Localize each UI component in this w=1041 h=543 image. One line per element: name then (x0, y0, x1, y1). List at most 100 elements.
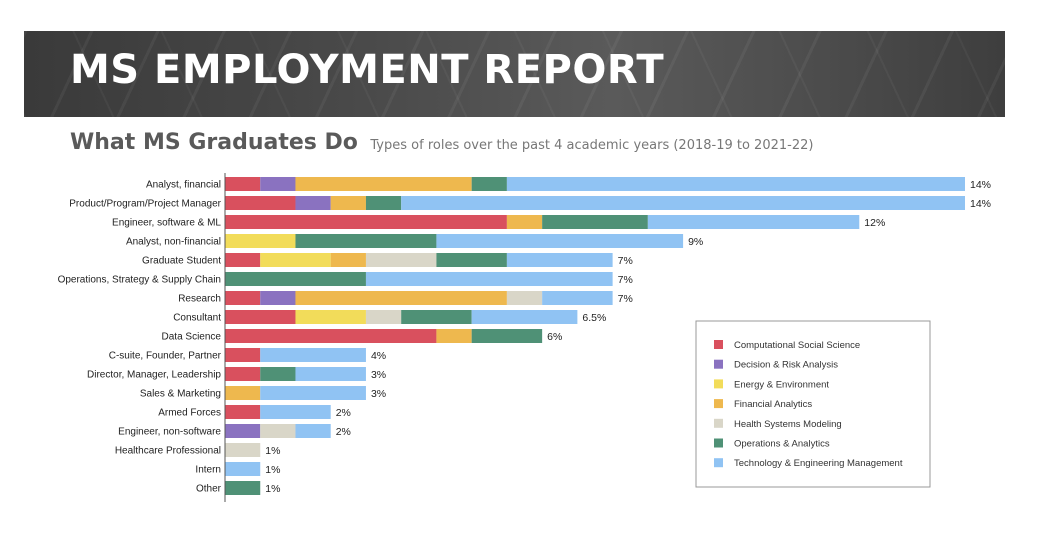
bar-segment-tem (506, 177, 965, 191)
bar-segment-css (225, 215, 507, 229)
category-label: Research (178, 294, 221, 305)
bar-segment-css (225, 367, 261, 381)
category-label: Consultant (173, 313, 221, 324)
chart-subtitle: Types of roles over the past 4 academic … (370, 138, 814, 153)
bar-segment-fa (295, 291, 507, 305)
bar-segment-tem (542, 291, 613, 305)
legend-label: Health Systems Modeling (734, 419, 842, 430)
bar-value-label: 1% (265, 445, 280, 457)
legend-swatch-css (714, 340, 723, 349)
legend-label: Operations & Analytics (734, 439, 830, 450)
bar-segment-tem (225, 462, 261, 476)
bar-segment-css (225, 310, 296, 324)
legend-box (695, 320, 931, 488)
bar-segment-css (225, 348, 261, 362)
category-label: Product/Program/Project Manager (69, 199, 221, 210)
bar-segment-tem (295, 367, 366, 381)
bar-value-label: 14% (970, 198, 991, 210)
category-label: Engineer, software & ML (112, 218, 221, 229)
bar-segment-oa (542, 215, 648, 229)
chart-title: What MS Graduates Do (70, 130, 358, 155)
bar-segment-ee (260, 253, 331, 267)
bar-segment-tem (260, 386, 366, 400)
category-label: Intern (195, 465, 221, 476)
category-label: Analyst, financial (146, 180, 221, 191)
category-label: C-suite, Founder, Partner (109, 351, 222, 362)
bar-segment-tem (471, 310, 578, 324)
bar-value-label: 12% (864, 217, 885, 229)
bar-value-label: 7% (618, 274, 633, 286)
bar-segment-hsm (365, 310, 402, 324)
bar-segment-fa (506, 215, 543, 229)
bar-segment-css (225, 291, 261, 305)
bar-value-label: 2% (336, 426, 351, 438)
legend-swatch-fa (714, 399, 723, 409)
bar-segment-css (225, 177, 261, 191)
bar-segment-fa (436, 329, 472, 343)
bar-segment-ee (225, 234, 296, 248)
bar-segment-tem (401, 196, 965, 210)
category-label: Director, Manager, Leadership (87, 370, 221, 381)
legend-label: Energy & Environment (734, 379, 829, 390)
chart-heading: What MS Graduates Do Types of roles over… (70, 130, 813, 155)
bar-value-label: 9% (688, 236, 703, 248)
bar-segment-hsm (506, 291, 543, 305)
legend-swatch-dra (714, 359, 723, 369)
bar-segment-hsm (225, 443, 261, 457)
bar-segment-oa (225, 272, 366, 286)
category-label: Graduate Student (142, 256, 221, 267)
bar-segment-oa (401, 310, 472, 324)
bar-segment-oa (225, 481, 261, 495)
bar-value-label: 4% (371, 350, 386, 362)
category-label: Analyst, non-financial (126, 237, 221, 248)
bar-segment-oa (260, 367, 296, 381)
legend-label: Technology & Engineering Management (734, 458, 903, 469)
bar-value-label: 14% (970, 179, 991, 191)
bar-segment-fa (330, 253, 366, 267)
legend-label: Financial Analytics (734, 399, 812, 410)
bar-segment-tem (260, 348, 366, 362)
category-label: Operations, Strategy & Supply Chain (58, 275, 221, 286)
bar-segment-css (225, 329, 437, 343)
bar-segment-css (225, 253, 261, 267)
bar-segment-dra (260, 177, 296, 191)
bar-segment-hsm (365, 253, 437, 267)
bar-value-label: 7% (618, 255, 633, 267)
category-label: Sales & Marketing (140, 389, 221, 400)
bar-segment-tem (365, 272, 613, 286)
bar-value-label: 1% (265, 483, 280, 495)
bar-value-label: 3% (371, 369, 386, 381)
category-label: Data Science (162, 332, 222, 343)
bar-value-label: 1% (265, 464, 280, 476)
bar-segment-tem (647, 215, 860, 229)
banner-title: MS EMPLOYMENT REPORT (70, 47, 665, 93)
category-label: Engineer, non-software (118, 427, 221, 438)
bar-segment-dra (260, 291, 296, 305)
report-banner: MS EMPLOYMENT REPORT (24, 31, 1005, 117)
bar-segment-oa (295, 234, 437, 248)
bar-segment-tem (436, 234, 684, 248)
legend-swatch-tem (714, 458, 723, 468)
bar-segment-fa (295, 177, 472, 191)
bar-segment-hsm (260, 424, 296, 438)
bar-segment-oa (436, 253, 507, 267)
bar-segment-ee (295, 310, 366, 324)
bar-segment-dra (225, 424, 261, 438)
legend-label: Decision & Risk Analysis (734, 360, 838, 371)
legend-swatch-ee (714, 379, 723, 389)
bar-segment-tem (506, 253, 613, 267)
bar-segment-tem (260, 405, 331, 419)
bar-value-label: 3% (371, 388, 386, 400)
bar-segment-oa (471, 329, 543, 343)
bar-segment-oa (365, 196, 402, 210)
bar-value-label: 7% (618, 293, 633, 305)
bar-value-label: 6% (547, 331, 562, 343)
bar-segment-dra (295, 196, 331, 210)
category-label: Armed Forces (158, 408, 221, 419)
bar-value-label: 6.5% (582, 312, 606, 324)
bar-segment-fa (330, 196, 366, 210)
category-label: Other (196, 484, 222, 495)
bar-segment-tem (295, 424, 331, 438)
bar-segment-css (225, 196, 296, 210)
